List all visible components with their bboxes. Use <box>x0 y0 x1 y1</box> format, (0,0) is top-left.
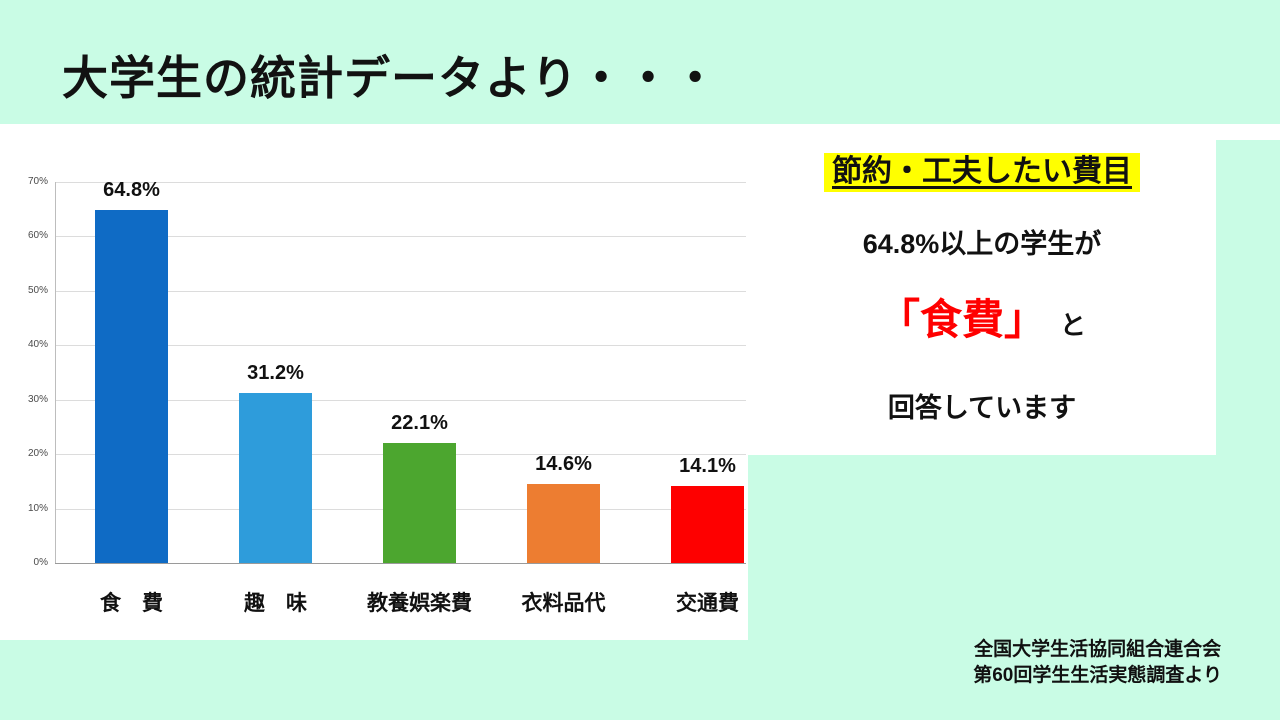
y-axis-line <box>55 182 56 563</box>
bar-category-label: 交通費 <box>676 592 739 615</box>
particle-text: と <box>1060 310 1087 340</box>
callout-line1: 64.8%以上の学生が <box>862 229 1102 259</box>
callout-box: 節約・工夫したい費目 64.8%以上の学生が 「食費」と 回答しています <box>748 124 1216 455</box>
bar-chart: 0% 10% 20% 30% 40% 50% 60% 70% 64.8% 食 費 31.2% 趣 味 2… <box>0 124 748 640</box>
bar-category-label: 衣料品代 <box>521 592 606 615</box>
y-axis-tick-label: 70% <box>27 176 48 187</box>
source-line2: 第60回学生生活実態調査より <box>973 665 1222 686</box>
bar-category-label: 食 費 <box>100 592 163 615</box>
bar-value-label: 14.6% <box>535 452 592 475</box>
y-axis-tick-label: 10% <box>27 502 48 514</box>
highlight-term: 「食費」 <box>877 296 1046 343</box>
slide-title: 大学生の統計データより・・・ <box>62 52 720 104</box>
gridline <box>55 236 746 238</box>
y-axis-tick-label: 20% <box>27 448 48 460</box>
bar-value-label: 22.1% <box>391 411 448 434</box>
gridline <box>55 290 746 292</box>
source-attribution: 全国大学生活協同組合連合会 第60回学生生活実態調査より <box>973 637 1222 689</box>
bar-4 <box>527 483 600 563</box>
callout-highlight-row: 「食費」と <box>748 286 1216 347</box>
y-axis-tick-label: 0% <box>33 557 48 568</box>
bar-value-label: 31.2% <box>247 362 304 385</box>
bar-3 <box>383 442 456 563</box>
y-axis-tick-label: 30% <box>27 393 48 405</box>
callout-heading-row: 節約・工夫したい費目 <box>748 146 1216 192</box>
callout-heading: 節約・工夫したい費目 <box>824 153 1140 192</box>
source-line1: 全国大学生活協同組合連合会 <box>974 639 1222 660</box>
y-axis-tick-label: 50% <box>27 284 48 296</box>
gridline <box>55 345 746 347</box>
bar-2 <box>239 393 312 563</box>
bar-category-label: 教養娯楽費 <box>367 592 472 615</box>
y-axis-tick-label: 60% <box>27 230 48 242</box>
bar-1 <box>95 210 168 563</box>
bar-value-label: 14.1% <box>679 455 736 478</box>
gridline <box>55 182 746 183</box>
bar-category-label: 趣 味 <box>244 592 307 615</box>
y-axis-tick-label: 40% <box>27 339 48 351</box>
gridline <box>55 399 746 401</box>
callout-line2: 回答しています <box>887 393 1077 423</box>
bar-5 <box>671 486 744 563</box>
bar-value-label: 64.8% <box>103 179 160 202</box>
x-axis-line <box>55 563 746 564</box>
